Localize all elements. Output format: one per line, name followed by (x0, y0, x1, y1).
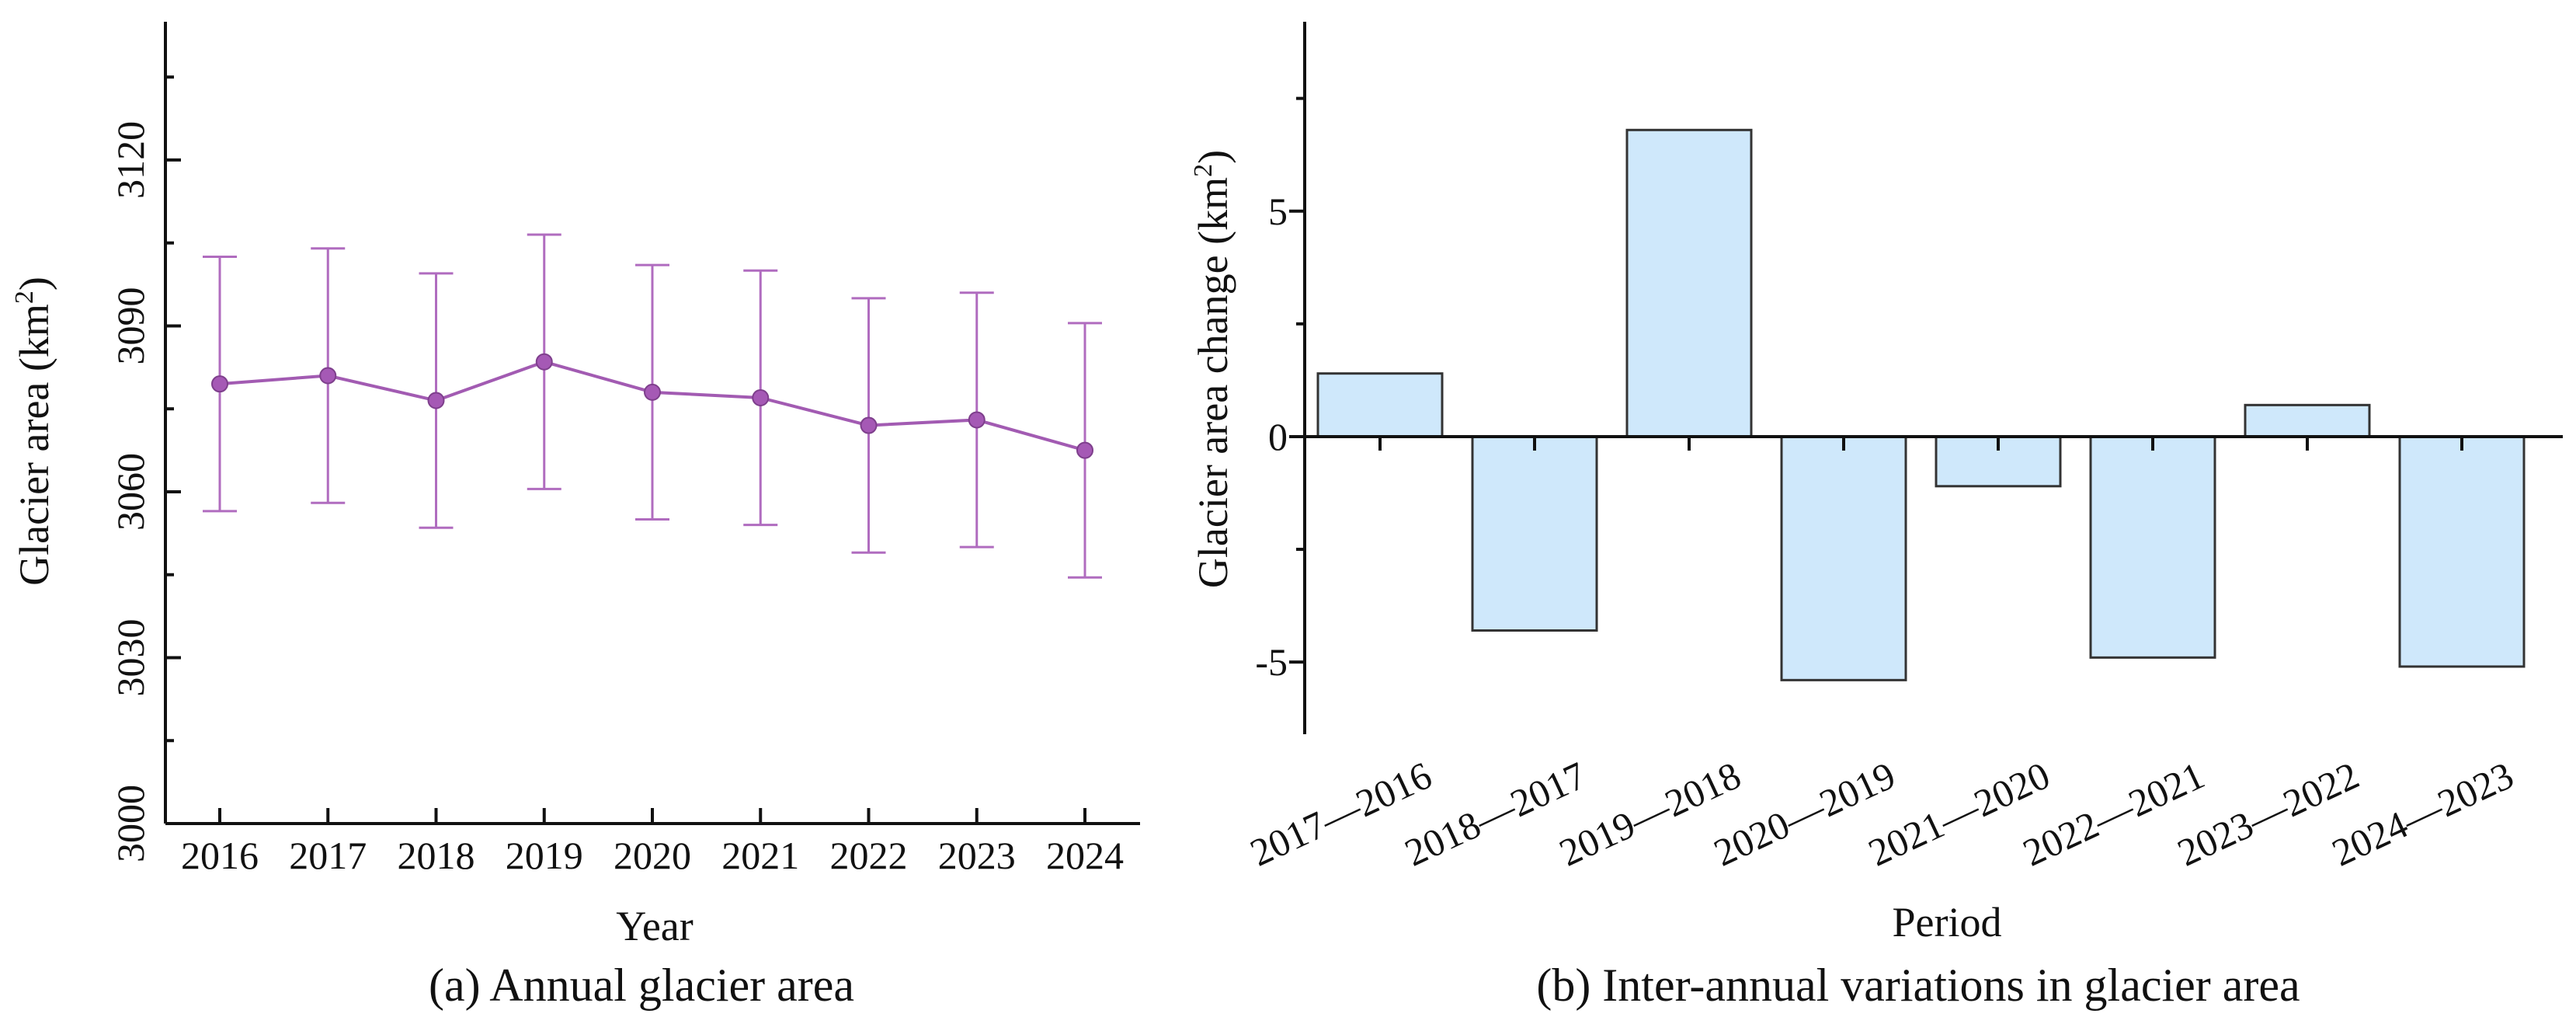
panel-a-x-tick-label: 2017 (289, 834, 367, 877)
panel-a-data-point (211, 375, 228, 393)
panel-a-x-tick-label: 2018 (398, 834, 475, 877)
panel-b-y-tick-label: 5 (1268, 190, 1288, 233)
panel-a-x-tick-label: 2024 (1046, 834, 1124, 877)
panel-b-bar (2089, 435, 2216, 659)
panel-b-x-axis-title: Period (1893, 899, 2002, 946)
panel-a-x-tick-label: 2019 (506, 834, 583, 877)
panel-a-y-axis-title-end: ) (11, 277, 57, 291)
panel-b-bar (1471, 435, 1598, 632)
panel-b-y-axis-title-sup: 2 (1189, 164, 1218, 177)
panel-a-data-point (319, 367, 337, 385)
panel-a-data-point (535, 353, 553, 371)
panel-a-data-point (860, 416, 878, 434)
panel-a-y-axis-title-main: Glacier area (km (11, 304, 57, 586)
panel-b-bar (1780, 435, 1907, 681)
panel-a-y-tick-label: 3030 (109, 618, 152, 696)
panel-a-x-tick-label: 2023 (938, 834, 1016, 877)
panel-a-data-point (1076, 441, 1093, 459)
panel-a-y-tick-label: 3000 (109, 785, 152, 862)
panel-a-caption: (a) Annual glacier area (429, 960, 854, 1011)
panel-a-x-axis-title: Year (616, 903, 694, 949)
panel-a-plot-area: 3000 3030 3060 3090 3120 2016 2017 2018 2019 2020… (109, 22, 1140, 877)
panel-a-annual-glacier-area: 3000 3030 3060 3090 3120 2016 2017 2018 2019 2020… (10, 22, 1140, 1011)
panel-a-x-tick-label: 2016 (181, 834, 259, 877)
panel-b-caption: (b) Inter-annual variations in glacier a… (1536, 960, 2300, 1011)
panel-a-data-point (427, 392, 445, 409)
panel-b-bar (2398, 435, 2526, 668)
panel-a-data-point (752, 388, 770, 406)
panel-b-y-axis-title-end: ) (1190, 150, 1236, 164)
panel-b-bar (1316, 372, 1444, 438)
panel-a-x-tick-label: 2022 (830, 834, 908, 877)
panel-a-y-axis-title: Glacier area (km2) (10, 277, 57, 586)
panel-a-x-tick-label: 2020 (614, 834, 691, 877)
panel-b-plot-area: -5052017—20162018—20172019—20182020—2019… (1243, 22, 2563, 875)
panel-b-y-axis-title-main: Glacier area change (km (1190, 177, 1236, 588)
panel-b-y-tick-label: 0 (1268, 415, 1288, 458)
panel-a-y-axis-title-sup: 2 (10, 291, 39, 304)
panel-b-bar (2244, 403, 2371, 438)
panel-a-data-point (644, 383, 661, 401)
panel-a-y-tick-label: 3120 (109, 121, 152, 199)
panel-b-y-tick-label: -5 (1255, 640, 1288, 684)
panel-b-bar (1625, 128, 1753, 438)
panel-a-x-tick-label: 2021 (721, 834, 799, 877)
panel-a-y-tick-label: 3090 (109, 287, 152, 364)
panel-a-data-point (968, 411, 986, 429)
panel-a-y-tick-label: 3060 (109, 453, 152, 531)
panel-b-y-axis-title: Glacier area change (km2) (1189, 150, 1236, 588)
panel-b-inter-annual-variations: -5052017—20162018—20172019—20182020—2019… (1189, 22, 2563, 1011)
